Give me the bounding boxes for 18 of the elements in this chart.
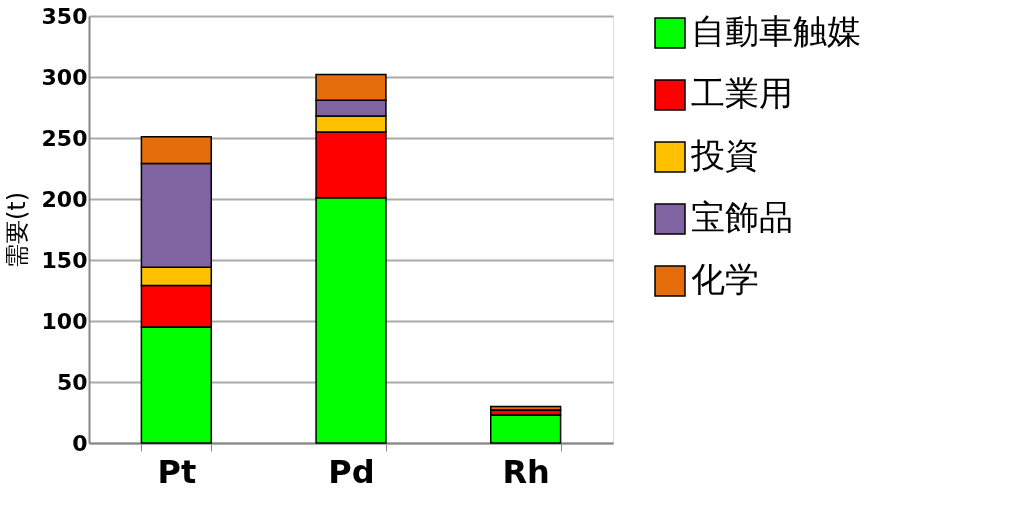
- y-tick-label: 150: [41, 247, 88, 273]
- y-tick-label: 250: [41, 125, 88, 151]
- y-tick-label: 0: [72, 430, 88, 456]
- legend-label: 工業用: [691, 73, 793, 113]
- y-tick-label: 100: [41, 308, 88, 334]
- y-axis-title: 需要(t): [2, 191, 31, 269]
- x-tick-label: Rh: [502, 452, 550, 491]
- x-tick-label: Pt: [157, 452, 197, 491]
- legend-label: 自動車触媒: [691, 11, 861, 51]
- legend-label: 投資: [690, 135, 759, 175]
- y-tick-label: 200: [41, 186, 88, 212]
- legend-label: 宝飾品: [691, 197, 793, 237]
- bar: [489, 414, 562, 444]
- x-tick-label: Pd: [328, 452, 375, 491]
- y-tick-label: 300: [41, 64, 88, 90]
- y-tick-label: 350: [41, 3, 88, 29]
- y-tick-label: 50: [56, 369, 88, 395]
- legend-label: 化学: [691, 259, 759, 299]
